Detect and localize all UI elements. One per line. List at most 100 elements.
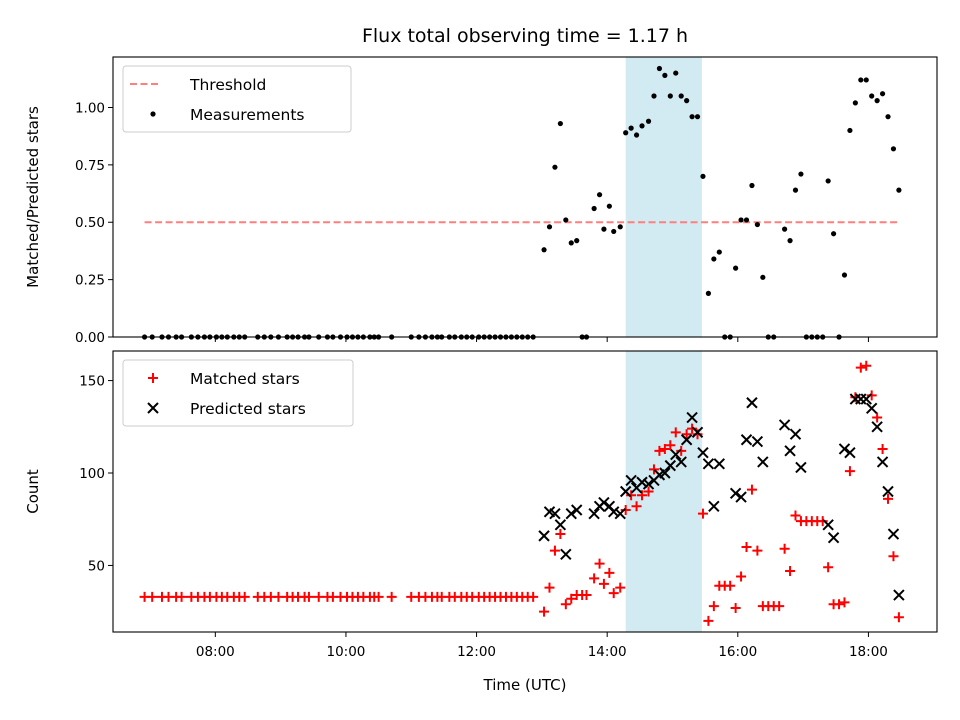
measurement-point [628, 125, 634, 131]
matched-point [631, 501, 642, 512]
measurement-point [574, 238, 580, 244]
measurement-point [563, 217, 569, 223]
measurement-point [760, 274, 766, 280]
matched-point [670, 427, 681, 438]
x-tick-label: 12:00 [457, 644, 496, 660]
matched-point [839, 597, 850, 608]
measurement-point [667, 93, 673, 99]
matched-point [555, 529, 566, 540]
highlight-span [625, 351, 702, 632]
matched-point [386, 591, 397, 602]
measurement-point [705, 290, 712, 296]
matched-point [659, 443, 670, 454]
measurement-point [596, 192, 603, 198]
predicted-point [729, 487, 742, 500]
legend-label: Matched stars [190, 370, 300, 388]
measurement-point [673, 70, 679, 76]
predicted-point [598, 496, 610, 509]
matched-point [741, 541, 752, 552]
matched-point [615, 582, 626, 593]
predicted-point [871, 421, 883, 433]
matched-point [594, 558, 605, 569]
predicted-point [625, 474, 637, 487]
measurement-point [782, 226, 788, 232]
predicted-point [702, 458, 715, 470]
legend-label: Threshold [189, 76, 266, 94]
matched-point [303, 591, 314, 602]
matched-point [790, 510, 801, 521]
predicted-point [538, 530, 550, 542]
matched-point [581, 590, 592, 601]
predicted-point [778, 419, 791, 431]
matched-point [620, 504, 631, 515]
legend-label: Measurements [190, 106, 305, 124]
matched-point [888, 551, 899, 562]
measurement-point [678, 93, 684, 99]
matched-point [872, 412, 883, 423]
predicted-point [844, 446, 856, 459]
measurement-point [694, 114, 701, 120]
axes-frame [112, 56, 938, 338]
matched-point [239, 591, 250, 602]
measurement-point [787, 238, 793, 244]
predicted-point [691, 426, 704, 439]
predicted-point [708, 500, 720, 512]
predicted-point [789, 428, 802, 440]
y-axis-label: Matched/Predicted stars [24, 106, 42, 288]
legend-box [122, 65, 352, 133]
y-tick-label: 0.25 [75, 273, 105, 289]
matched-point [676, 445, 687, 456]
series-measurements [141, 65, 902, 340]
legend: Matched stars Predicted stars [122, 359, 354, 427]
measurement-point [611, 228, 617, 235]
predicted-point [697, 446, 709, 459]
y-axis-label: Count [24, 469, 42, 514]
predicted-point [675, 456, 687, 468]
matched-point [176, 591, 187, 602]
legend-box [122, 359, 354, 427]
matched-point [844, 466, 855, 477]
matched-point [752, 545, 763, 556]
predicted-point [664, 459, 677, 472]
measurement-point [830, 231, 837, 237]
predicted-point [570, 504, 583, 516]
measurement-point [633, 132, 640, 138]
predicted-point [876, 456, 889, 468]
chart-title: Flux total observing time = 1.17 h [362, 25, 688, 47]
matched-point [861, 360, 872, 371]
measurement-point [568, 240, 574, 246]
matched-point [746, 484, 757, 495]
matched-point [589, 573, 600, 584]
matched-point [697, 508, 708, 519]
measurement-point [700, 173, 706, 179]
measurement-point [651, 93, 657, 99]
predicted-point [560, 548, 572, 561]
measurement-point [623, 130, 629, 136]
matched-point [373, 591, 384, 602]
measurement-point [869, 93, 875, 99]
matched-point [608, 588, 619, 599]
matched-point [544, 582, 555, 593]
predicted-point [746, 397, 758, 409]
predicted-point [855, 393, 867, 405]
predicted-point [784, 445, 796, 457]
matched-point [665, 440, 676, 451]
predicted-point [619, 485, 632, 498]
matched-point [785, 565, 796, 576]
predicted-point [588, 507, 600, 520]
legend-measurement-swatch [150, 111, 156, 117]
measurement-point [825, 178, 831, 184]
predicted-point [740, 434, 753, 446]
matched-point [566, 593, 577, 604]
predicted-point [680, 434, 693, 446]
matched-point [692, 429, 703, 440]
y-tick-label: 100 [79, 466, 105, 482]
measurement-point [863, 77, 869, 83]
measurement-point [885, 114, 891, 120]
matched-point [708, 601, 719, 612]
measurement-point [541, 247, 547, 253]
predicted-point [822, 519, 834, 531]
x-tick-label: 18:00 [849, 644, 888, 660]
matched-point [273, 591, 284, 602]
